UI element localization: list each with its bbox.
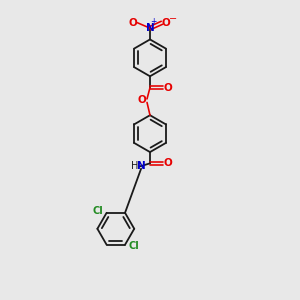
Text: O: O: [129, 18, 138, 28]
Text: O: O: [164, 82, 172, 93]
Text: O: O: [162, 18, 170, 28]
Text: H: H: [131, 161, 139, 171]
Text: N: N: [146, 23, 154, 33]
Text: N: N: [137, 161, 146, 171]
Text: O: O: [137, 95, 146, 105]
Text: Cl: Cl: [129, 241, 139, 251]
Text: O: O: [164, 158, 172, 168]
Text: +: +: [151, 17, 157, 26]
Text: Cl: Cl: [92, 206, 103, 216]
Text: −: −: [169, 14, 177, 24]
